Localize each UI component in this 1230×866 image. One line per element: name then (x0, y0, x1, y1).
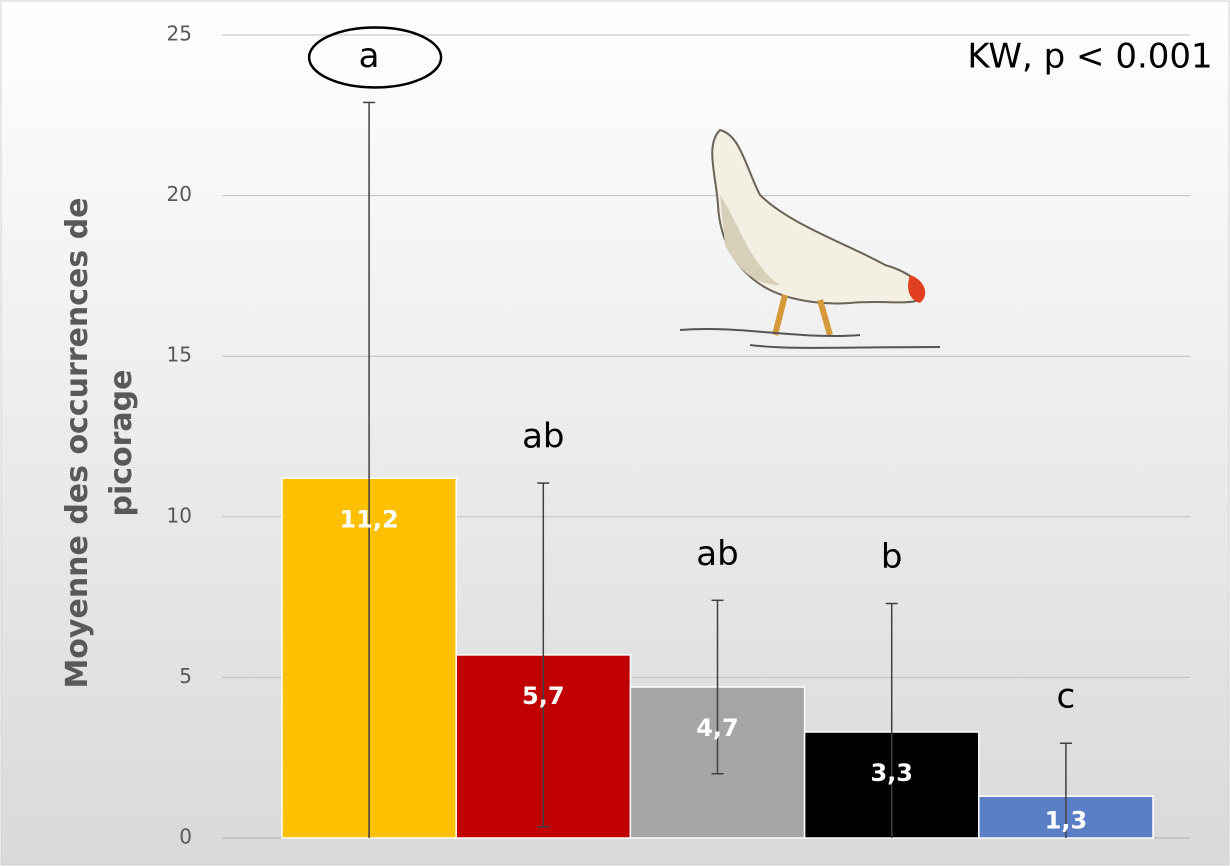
group-letter: ab (696, 534, 738, 574)
chart-page: 0 5 10 15 20 25 11,2 a 5,7 ab 4,7 ab 3,3 b 1,3 c KW, p… (0, 0, 1230, 866)
y-tick-label: 5 (179, 664, 192, 688)
chart: 0 5 10 15 20 25 11,2 a 5,7 ab 4,7 ab 3,3 b 1,3 c KW, p… (0, 0, 1230, 866)
annotation: KW, p < 0.001 (967, 37, 1212, 77)
group-letter: ab (522, 417, 564, 457)
y-tick-label: 20 (167, 182, 192, 206)
value-label: 3,3 (870, 759, 913, 787)
y-tick-label: 10 (167, 503, 192, 527)
group-letter: b (881, 537, 903, 577)
value-label: 11,2 (339, 505, 398, 533)
y-tick-label: 15 (167, 343, 192, 367)
value-label: 1,3 (1045, 806, 1088, 834)
value-label: 5,7 (522, 682, 565, 710)
group-letter: c (1057, 677, 1076, 717)
group-letter: a (359, 36, 380, 76)
y-tick-label: 25 (167, 22, 192, 46)
value-label: 4,7 (696, 714, 739, 742)
y-tick-label: 0 (179, 825, 192, 849)
y-axis-label: Moyenne des occurrences de picorage (56, 123, 144, 763)
